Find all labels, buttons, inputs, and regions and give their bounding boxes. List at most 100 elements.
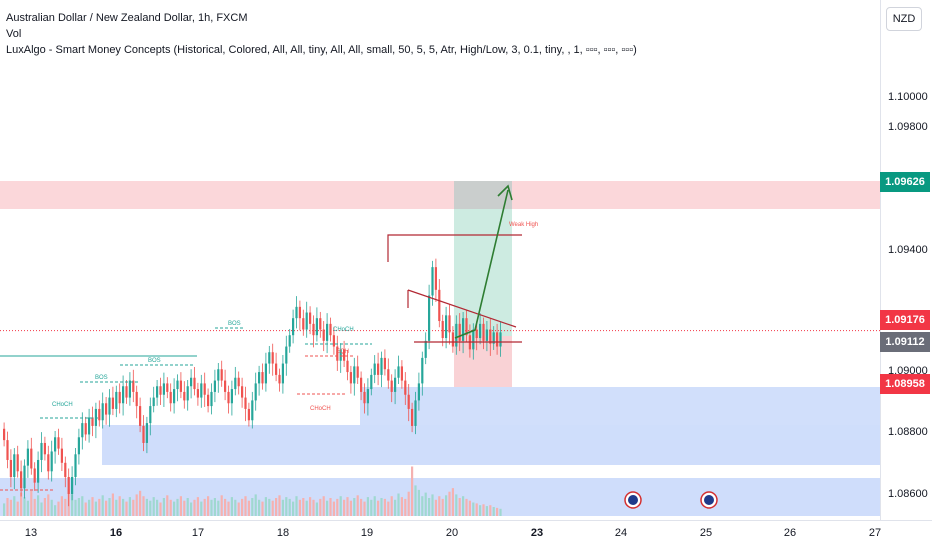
volume-bar: [179, 496, 182, 516]
smc-indicator-label[interactable]: LuxAlgo - Smart Money Concepts (Historic…: [6, 44, 637, 56]
candle-body: [247, 408, 250, 421]
volume-bar: [251, 498, 254, 516]
candle-body: [462, 318, 465, 341]
volume-bar: [247, 500, 250, 516]
candle-body: [162, 383, 165, 395]
volume-bar: [292, 501, 295, 516]
candle-body: [407, 394, 410, 409]
candle-body: [264, 363, 267, 384]
volume-bar: [169, 499, 172, 516]
volume-bar: [322, 496, 325, 516]
price-tick-label: 1.09800: [888, 121, 928, 133]
volume-bar: [224, 498, 227, 516]
volume-indicator-label[interactable]: Vol: [6, 28, 22, 40]
candle-body: [315, 318, 318, 336]
candle-body: [339, 349, 342, 361]
time-axis[interactable]: [0, 520, 932, 551]
candle-body: [186, 386, 189, 401]
candle-body: [125, 386, 128, 398]
candle-body: [77, 437, 80, 455]
candle-body: [366, 389, 369, 404]
candle-body: [213, 380, 216, 392]
candle-body: [434, 267, 437, 290]
candle-body: [370, 374, 373, 390]
volume-bar: [455, 494, 458, 516]
candle-body: [193, 377, 196, 390]
volume-bar: [217, 500, 220, 516]
volume-bar: [472, 502, 475, 516]
candle-body: [349, 372, 352, 384]
target-overlap-box: [454, 181, 512, 209]
bos-label-3: BOS: [228, 321, 241, 327]
stop-box: [454, 336, 512, 387]
volume-bar: [101, 495, 104, 516]
bos-label-2: BOS: [148, 358, 161, 364]
volume-bar: [43, 498, 46, 516]
candle-body: [275, 363, 278, 375]
candle-body: [380, 357, 383, 375]
candle-body: [224, 380, 227, 392]
volume-bar: [88, 499, 91, 516]
candle-body: [281, 363, 284, 384]
volume-bar: [132, 499, 135, 516]
candle-body: [485, 329, 488, 341]
volume-bar: [332, 501, 335, 516]
candle-body: [458, 323, 461, 341]
candle-body: [57, 437, 60, 449]
chart-canvas[interactable]: CHoCH BOS BOS BOS CHoCH EQH CHoCH Weak High: [0, 0, 880, 520]
time-tick-label: 27: [868, 527, 882, 539]
candle-body: [346, 360, 349, 373]
candle-body: [33, 468, 36, 483]
time-tick-label: 18: [276, 527, 290, 539]
volume-bar: [23, 497, 26, 516]
volume-bar: [207, 496, 210, 516]
volume-bar: [377, 500, 380, 516]
volume-bar: [60, 496, 63, 516]
price-chart[interactable]: CHoCH BOS BOS BOS CHoCH EQH CHoCH Weak High: [0, 0, 880, 520]
candle-body: [145, 423, 148, 443]
volume-bar: [186, 498, 189, 516]
volume-bar: [390, 496, 393, 516]
volume-bar: [91, 497, 94, 516]
volume-bar: [203, 498, 206, 516]
order-block-zone-2: [360, 387, 880, 440]
candle-body: [54, 437, 57, 452]
volume-bar: [156, 499, 159, 516]
candle-body: [258, 372, 261, 384]
volume-bar: [122, 498, 125, 516]
volume-bar: [397, 493, 400, 516]
candle-body: [74, 454, 77, 477]
volume-bar: [81, 496, 84, 516]
candle-body: [135, 391, 138, 407]
candle-body: [390, 380, 393, 392]
volume-bar: [302, 498, 305, 516]
volume-bar: [142, 496, 145, 516]
volume-bar: [77, 498, 80, 516]
volume-bar: [353, 498, 356, 516]
volume-bar: [309, 497, 312, 516]
candle-body: [118, 391, 121, 404]
volume-bar: [404, 498, 407, 516]
volume-bar: [431, 494, 434, 516]
candle-body: [173, 389, 176, 404]
volume-bar: [482, 504, 485, 516]
candle-body: [16, 454, 19, 472]
volume-bar: [451, 488, 454, 516]
currency-button[interactable]: NZD: [886, 7, 922, 31]
price-axis[interactable]: [880, 0, 932, 520]
volume-bar: [33, 498, 36, 516]
price-badge-last: 1.09176: [880, 310, 930, 330]
symbol-title[interactable]: Australian Dollar / New Zealand Dollar, …: [6, 12, 248, 24]
volume-bar: [125, 501, 128, 516]
candle-body: [329, 323, 332, 336]
price-badge-support: 1.09112: [880, 332, 930, 352]
volume-bar: [234, 499, 237, 516]
volume-bar: [441, 498, 444, 516]
candle-body: [183, 391, 186, 401]
candle-body: [98, 408, 101, 421]
volume-bar: [349, 500, 352, 516]
time-tick-label: 25: [699, 527, 713, 539]
volume-bar: [370, 499, 373, 516]
candle-body: [322, 329, 325, 341]
candle-body: [220, 369, 223, 381]
